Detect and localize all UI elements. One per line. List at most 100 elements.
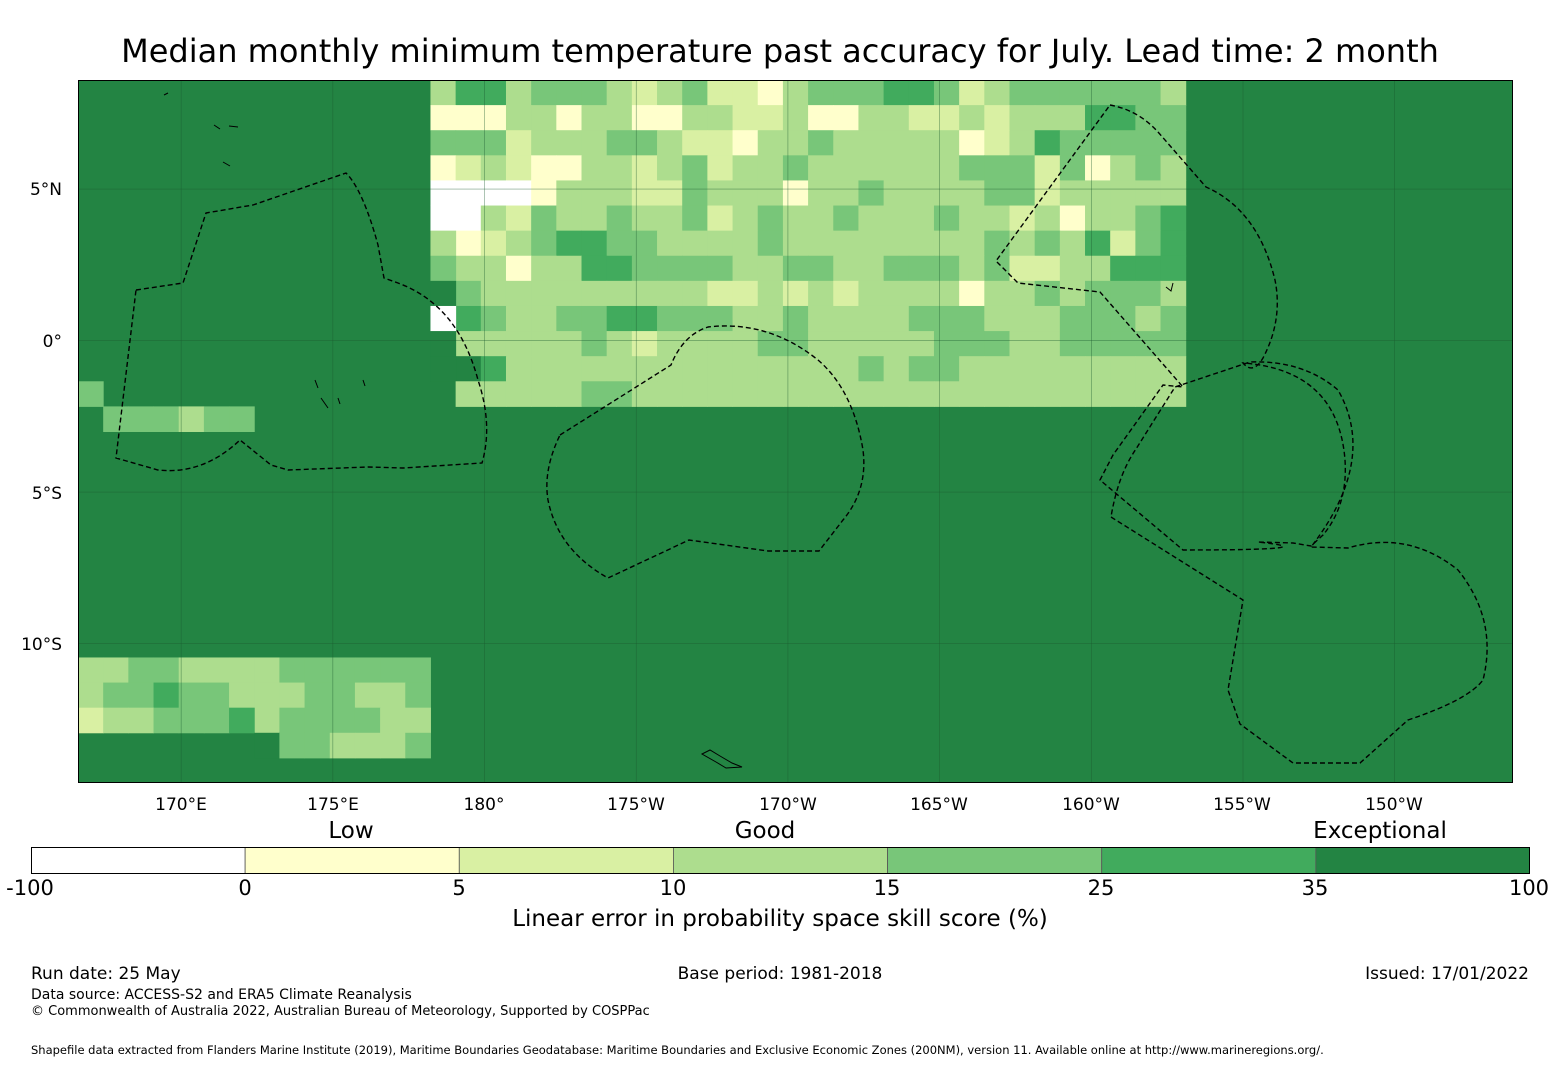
skill-cell [858, 255, 885, 282]
skill-cell [1135, 356, 1162, 382]
skill-cell [128, 657, 155, 684]
skill-cell [1034, 80, 1061, 106]
shapefile-credit: Shapefile data extracted from Flanders M… [31, 1043, 1324, 1057]
skill-cell [380, 657, 406, 684]
skill-cell [480, 80, 507, 106]
skill-cell [959, 356, 985, 382]
skill-cell [984, 205, 1010, 232]
skill-cell [1034, 105, 1061, 131]
skill-cell [682, 280, 708, 307]
eez-boundary-line-islands-north [995, 104, 1347, 551]
skill-cell [1034, 230, 1061, 257]
skill-cell [732, 381, 759, 407]
skill-cell [959, 230, 985, 257]
colorbar-segment [673, 847, 888, 874]
skill-cell [1110, 105, 1136, 131]
lon-label-155w: 155°W [1213, 795, 1271, 815]
skill-cell [480, 280, 507, 307]
skill-cell [883, 280, 910, 307]
skill-cell [1034, 155, 1061, 181]
island-samoa [700, 749, 743, 769]
skill-cell [480, 381, 507, 407]
skill-cell [203, 707, 230, 734]
skill-cell [505, 205, 532, 232]
skill-cell [657, 105, 683, 131]
skill-cell [631, 205, 658, 232]
skill-cell [203, 406, 230, 432]
skill-cell [757, 331, 784, 357]
skill-cell [455, 280, 482, 307]
skill-cell [858, 80, 885, 106]
skill-cell [1160, 331, 1187, 357]
skill-cell [657, 381, 683, 407]
eez-boundary-tokelau-phoenix [546, 325, 865, 579]
lat-label-0: 0° [42, 332, 62, 352]
skill-cell [707, 280, 734, 307]
skill-cell [1009, 381, 1036, 407]
skill-cell [657, 155, 683, 181]
skill-cell [78, 657, 104, 684]
tick-label-m100: -100 [6, 876, 54, 900]
skill-cell [1034, 130, 1061, 156]
colorbar-segment [244, 847, 460, 874]
skill-cell [808, 80, 834, 106]
skill-cell [757, 155, 784, 181]
skill-cell [631, 130, 658, 156]
skill-cell [757, 255, 784, 282]
skill-cell [1135, 305, 1162, 332]
skill-cell [883, 180, 910, 207]
skill-cell [782, 381, 809, 407]
skill-cell [103, 682, 129, 709]
skill-cell [1009, 105, 1036, 131]
skill-cell [883, 305, 910, 332]
skill-cell [1135, 255, 1162, 282]
skill-cell [1085, 155, 1111, 181]
skill-cell [1110, 205, 1136, 232]
skill-cell [1034, 356, 1061, 382]
skill-cell [808, 255, 834, 282]
skill-cell [1059, 105, 1086, 131]
skill-cell [1059, 230, 1086, 257]
skill-cell [556, 356, 583, 382]
skill-cell [883, 130, 910, 156]
skill-cell [556, 155, 583, 181]
skill-cell [682, 80, 708, 106]
skill-cell [505, 255, 532, 282]
category-exceptional: Exceptional [1313, 818, 1447, 844]
skill-cell [883, 356, 910, 382]
skill-cell [858, 331, 885, 357]
skill-cell [480, 305, 507, 332]
skill-cell [757, 80, 784, 106]
skill-cell [1135, 280, 1162, 307]
skill-cell [581, 80, 608, 106]
skill-cell [959, 205, 985, 232]
skill-cell [531, 180, 557, 207]
skill-cell [1059, 130, 1086, 156]
skill-cell [1160, 280, 1187, 307]
skill-cell [354, 707, 381, 734]
skill-cell [1009, 130, 1036, 156]
skill-cell [984, 105, 1010, 131]
skill-cell [1135, 381, 1162, 407]
skill-cell [505, 381, 532, 407]
skill-cell [581, 230, 608, 257]
skill-cell [908, 280, 935, 307]
tick-label-15: 15 [873, 876, 901, 900]
skill-cell [984, 130, 1010, 156]
skill-cell [1135, 180, 1162, 207]
skill-cell [908, 255, 935, 282]
skill-cell [1009, 80, 1036, 106]
skill-cell [631, 331, 658, 357]
skill-cell [858, 305, 885, 332]
skill-cell [833, 280, 859, 307]
skill-cell [631, 180, 658, 207]
skill-map [78, 80, 1513, 783]
skill-cell [833, 105, 859, 131]
islands [163, 92, 1174, 769]
skill-cell [858, 155, 885, 181]
skill-cell [1110, 356, 1136, 382]
skill-cell [581, 356, 608, 382]
skill-cell [1009, 305, 1036, 332]
skill-cell [657, 305, 683, 332]
skill-cell [782, 356, 809, 382]
